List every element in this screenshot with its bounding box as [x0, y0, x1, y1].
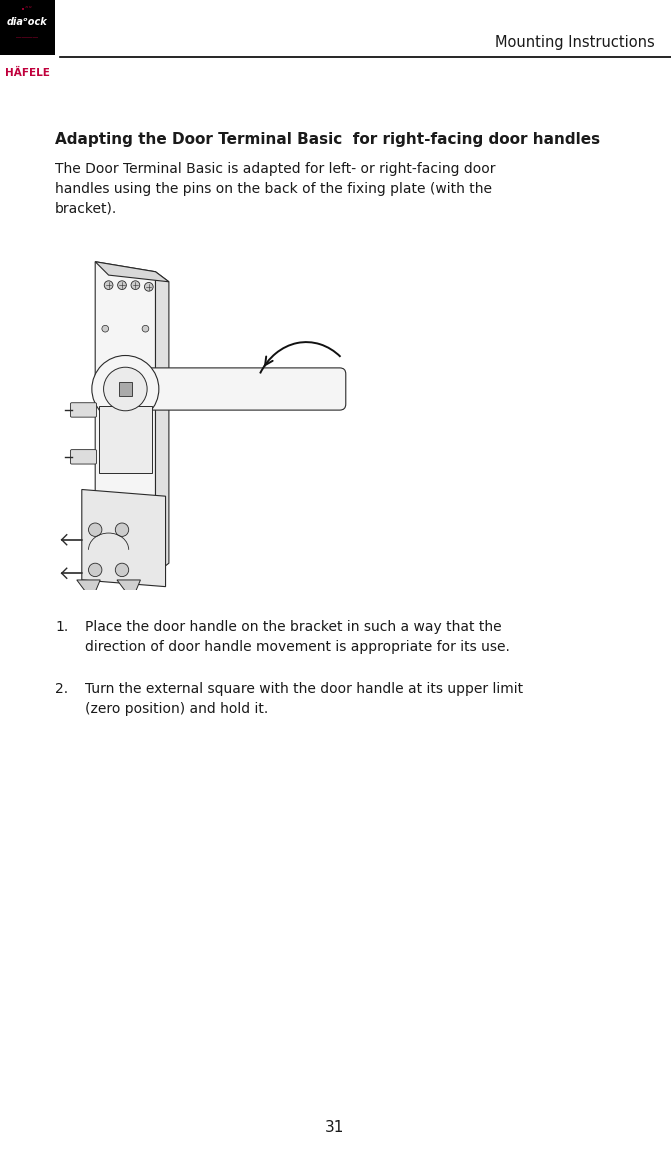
FancyBboxPatch shape	[101, 385, 146, 450]
Circle shape	[142, 452, 149, 459]
Text: ――――: ――――	[16, 36, 38, 41]
Bar	[141, 295, 144, 305]
Bar	[136, 295, 139, 305]
Circle shape	[104, 280, 113, 290]
Polygon shape	[95, 262, 156, 573]
Polygon shape	[76, 580, 100, 600]
Circle shape	[142, 326, 149, 333]
Text: 1.: 1.	[55, 620, 68, 634]
Circle shape	[131, 280, 140, 290]
Circle shape	[102, 459, 109, 466]
Bar	[103, 295, 106, 305]
Circle shape	[115, 523, 129, 536]
Bar	[113, 295, 115, 305]
Bar	[127, 295, 130, 305]
Bar	[117, 295, 120, 305]
Circle shape	[102, 326, 109, 333]
Text: 2.: 2.	[55, 682, 68, 695]
Text: 31: 31	[325, 1120, 345, 1135]
Text: diaᵒock: diaᵒock	[7, 17, 48, 27]
Circle shape	[115, 563, 129, 577]
Bar	[122, 295, 125, 305]
Bar	[102, 295, 149, 305]
Polygon shape	[82, 490, 166, 586]
Text: Turn the external square with the door handle at its upper limit
(zero position): Turn the external square with the door h…	[85, 682, 523, 715]
Circle shape	[89, 523, 102, 536]
Bar	[146, 295, 148, 305]
Text: The Door Terminal Basic is adapted for left- or right-facing door
handles using : The Door Terminal Basic is adapted for l…	[55, 162, 495, 215]
Polygon shape	[117, 580, 140, 600]
Circle shape	[92, 356, 159, 422]
Circle shape	[89, 563, 102, 577]
Bar	[132, 295, 134, 305]
Bar	[108, 295, 111, 305]
Bar	[99, 406, 152, 472]
Bar	[0, 0, 55, 55]
Text: Place the door handle on the bracket in such a way that the
direction of door ha: Place the door handle on the bracket in …	[85, 620, 510, 654]
Circle shape	[144, 283, 153, 291]
FancyBboxPatch shape	[70, 402, 97, 418]
Circle shape	[117, 280, 126, 290]
Text: •˜˜: •˜˜	[21, 7, 32, 13]
Bar	[119, 383, 132, 395]
Text: Mounting Instructions: Mounting Instructions	[495, 35, 655, 50]
Polygon shape	[156, 272, 169, 573]
FancyBboxPatch shape	[116, 368, 346, 411]
Circle shape	[103, 368, 147, 411]
Text: HÄFELE: HÄFELE	[5, 67, 50, 78]
Polygon shape	[95, 262, 169, 281]
FancyBboxPatch shape	[70, 450, 97, 464]
Text: Adapting the Door Terminal Basic  for right-facing door handles: Adapting the Door Terminal Basic for rig…	[55, 131, 600, 147]
